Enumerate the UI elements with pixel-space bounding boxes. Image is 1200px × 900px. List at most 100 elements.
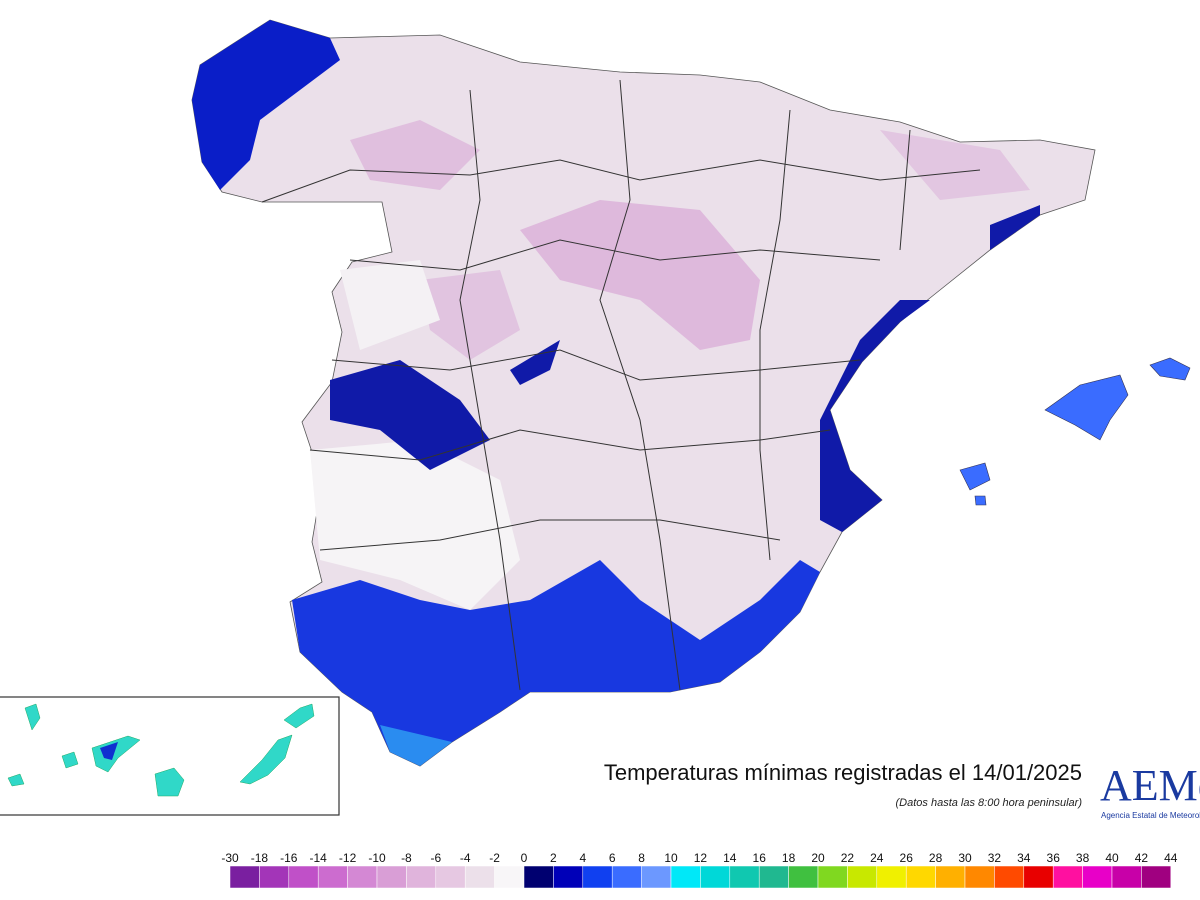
peninsula-map — [191, 19, 1096, 767]
legend-tick-label: 34 — [1017, 851, 1031, 865]
legend-tick-label: 44 — [1164, 851, 1178, 865]
island — [7, 773, 25, 787]
warm-zone — [192, 20, 340, 190]
legend-tick-label: 40 — [1105, 851, 1119, 865]
legend-tick-label: -4 — [460, 851, 471, 865]
legend-tick-label: 20 — [811, 851, 825, 865]
legend-tick-label: -30 — [221, 851, 239, 865]
legend-tick-label: 24 — [870, 851, 884, 865]
legend-tick-label: 32 — [988, 851, 1002, 865]
legend-tick-label: 8 — [638, 851, 645, 865]
legend-swatch — [1052, 865, 1083, 889]
legend-tick-label: 30 — [958, 851, 972, 865]
agency-name: Agencia Estatal de Meteorología — [1101, 811, 1200, 820]
legend-swatch — [229, 865, 260, 889]
legend-swatch — [464, 865, 495, 889]
island — [959, 462, 991, 491]
legend-swatch — [288, 865, 319, 889]
legend-tick-label: 6 — [609, 851, 616, 865]
legend-swatch — [964, 865, 995, 889]
legend-tick-label: 12 — [694, 851, 708, 865]
legend-swatch — [553, 865, 584, 889]
mild-zone — [310, 440, 520, 610]
warm-zone — [990, 205, 1040, 250]
mild-zone — [340, 260, 440, 350]
logo: AEMet — [1100, 761, 1200, 810]
legend-swatch — [611, 865, 642, 889]
legend-tick-label: 38 — [1076, 851, 1090, 865]
warm-zone — [510, 340, 560, 385]
legend-tick-label: 42 — [1135, 851, 1149, 865]
island — [1044, 374, 1129, 441]
color-legend: -30 -18 -16 -14 -12 -10 -8 -6 -4 -2 0 2 4 6 8 10 12 14 16 1… — [221, 851, 1178, 889]
island — [239, 734, 293, 785]
legend-tick-label: 22 — [841, 851, 855, 865]
legend-swatch — [758, 865, 789, 889]
legend-tick-label: 18 — [782, 851, 796, 865]
legend-tick-label: 0 — [521, 851, 528, 865]
balearic-islands — [959, 357, 1191, 506]
legend-tick-label: -6 — [430, 851, 441, 865]
legend-tick-label: 26 — [900, 851, 914, 865]
island — [24, 703, 41, 731]
island — [91, 735, 141, 773]
legend-swatch — [729, 865, 760, 889]
legend-swatch — [994, 865, 1025, 889]
cold-zone — [520, 200, 760, 350]
legend-swatch — [435, 865, 466, 889]
legend-swatch — [935, 865, 966, 889]
legend-swatch — [876, 865, 907, 889]
warm-zone — [292, 560, 820, 766]
legend-tick-label: 10 — [664, 851, 678, 865]
legend-swatch — [641, 865, 672, 889]
province-borders — [261, 79, 981, 691]
legend-swatch — [347, 865, 378, 889]
legend-swatch — [406, 865, 437, 889]
legend-tick-label: -2 — [489, 851, 500, 865]
legend-swatch — [494, 865, 525, 889]
warm-zone — [380, 725, 452, 766]
cold-zone — [350, 120, 480, 190]
legend-swatch — [788, 865, 819, 889]
legend-tick-label: -12 — [339, 851, 357, 865]
legend-tick-label: 16 — [753, 851, 767, 865]
warm-zone — [820, 300, 930, 532]
legend-swatch — [317, 865, 348, 889]
legend-tick-label: -10 — [368, 851, 386, 865]
legend-tick-label: -18 — [251, 851, 269, 865]
map-subtitle: (Datos hasta las 8:00 hora peninsular) — [896, 797, 1083, 809]
legend-swatch — [1023, 865, 1054, 889]
inset-frame — [0, 696, 340, 816]
legend-tick-label: 14 — [723, 851, 737, 865]
legend-tick-label: -16 — [280, 851, 298, 865]
legend-swatch — [847, 865, 878, 889]
legend-tick-label: -14 — [310, 851, 328, 865]
legend-swatch — [582, 865, 613, 889]
legend-swatch — [1111, 865, 1142, 889]
legend-swatch — [523, 865, 554, 889]
map-title: Temperaturas mínimas registradas el 14/0… — [604, 760, 1082, 785]
legend-swatch — [817, 865, 848, 889]
legend-swatch — [670, 865, 701, 889]
legend-swatch — [1082, 865, 1113, 889]
island — [974, 495, 987, 506]
island — [154, 767, 185, 797]
island — [100, 742, 118, 760]
warm-zone — [330, 360, 490, 470]
legend-swatch — [1141, 865, 1172, 889]
legend-swatch — [259, 865, 290, 889]
cold-zone — [880, 130, 1030, 200]
legend-tick-label: 4 — [579, 851, 586, 865]
legend-swatch — [905, 865, 936, 889]
cold-zone — [420, 270, 520, 360]
island — [1149, 357, 1191, 381]
legend-swatch — [700, 865, 731, 889]
legend-tick-label: -8 — [401, 851, 412, 865]
legend-tick-label: 36 — [1047, 851, 1061, 865]
legend-tick-label: 28 — [929, 851, 943, 865]
legend-tick-label: 2 — [550, 851, 557, 865]
legend-swatch — [376, 865, 407, 889]
canary-inset — [0, 696, 340, 816]
island — [61, 751, 79, 769]
